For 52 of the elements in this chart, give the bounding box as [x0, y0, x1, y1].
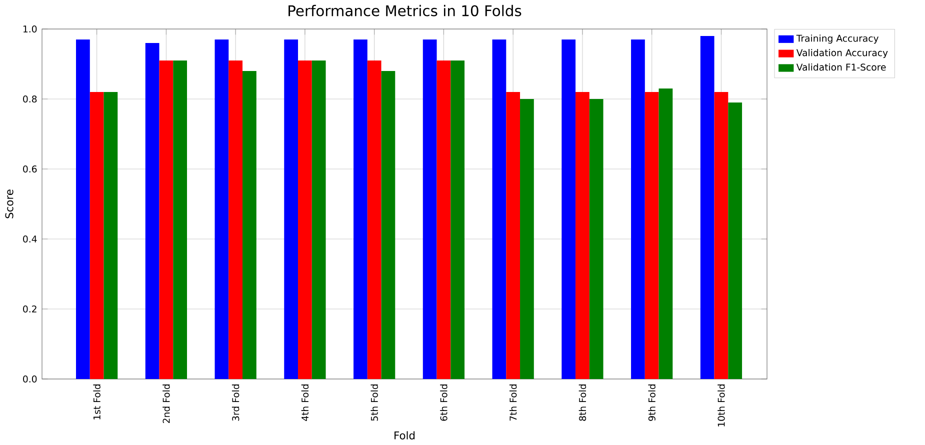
bar: [298, 60, 312, 379]
x-tick-label: 3rd Fold: [232, 384, 240, 421]
bar: [312, 60, 326, 379]
bar: [700, 36, 714, 379]
bar: [506, 92, 520, 379]
bar: [644, 92, 659, 379]
y-axis-title: Score: [5, 190, 14, 218]
x-tick-label: 10th Fold: [718, 384, 725, 426]
bar: [173, 60, 188, 379]
x-tick-label: 5th Fold: [370, 384, 378, 421]
bar: [159, 60, 174, 379]
bar: [367, 60, 382, 379]
x-tick-label: 1st Fold: [93, 384, 100, 420]
bar: [104, 92, 118, 379]
bar: [728, 102, 742, 379]
bar: [284, 39, 298, 379]
legend-label: Training Accuracy: [796, 34, 879, 44]
bar: [422, 39, 437, 379]
bar: [714, 92, 728, 379]
bar: [354, 39, 368, 379]
bar: [520, 98, 534, 379]
legend-label: Validation Accuracy: [796, 49, 888, 58]
bar: [436, 60, 451, 379]
bar: [242, 70, 256, 379]
bar: [631, 39, 645, 379]
x-axis-title: Fold: [394, 431, 415, 440]
y-tick-label: 1.0: [23, 25, 37, 33]
bar: [492, 39, 506, 379]
bar: [576, 92, 590, 379]
x-tick-label: 4th Fold: [301, 384, 309, 421]
chart-title: Performance Metrics in 10 Folds: [288, 4, 522, 16]
legend-label: Validation F1-Score: [796, 63, 886, 71]
bar: [450, 60, 465, 379]
y-tick-label: 0.2: [23, 305, 36, 313]
x-tick-label: 9th Fold: [648, 384, 656, 421]
bar: [214, 39, 229, 379]
bar: [381, 70, 396, 379]
bar: [76, 39, 90, 379]
bar: [562, 39, 576, 379]
bar: [658, 88, 673, 379]
x-tick-label: 2nd Fold: [162, 384, 170, 424]
y-tick-label: 0.8: [23, 95, 37, 103]
y-tick-label: 0.6: [23, 165, 37, 173]
x-tick-label: 6th Fold: [440, 384, 448, 421]
bar: [90, 92, 104, 379]
bar: [228, 60, 243, 379]
y-tick-label: 0.0: [23, 375, 37, 383]
x-tick-label: 8th Fold: [578, 384, 586, 421]
y-tick-label: 0.4: [23, 235, 37, 243]
bar: [589, 98, 604, 379]
bar: [145, 42, 160, 379]
x-tick-label: 7th Fold: [509, 384, 517, 421]
